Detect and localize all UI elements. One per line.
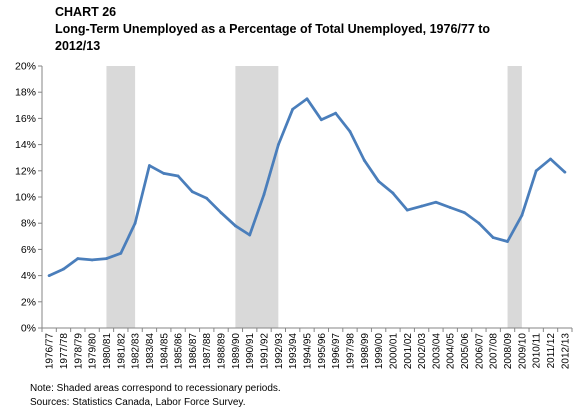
data-point <box>420 204 423 208</box>
x-tick-label: 1990/91 <box>245 333 256 370</box>
data-point <box>491 236 495 240</box>
x-tick-label: 1994/95 <box>303 333 314 370</box>
y-tick-label: 10% <box>15 192 36 204</box>
data-point <box>219 211 223 215</box>
x-tick-label: 2006/07 <box>474 333 485 370</box>
x-tick-label: 1995/96 <box>317 333 328 370</box>
data-point <box>133 221 137 225</box>
x-tick-label: 1987/88 <box>202 333 213 370</box>
x-tick-label: 2005/06 <box>460 333 471 370</box>
x-tick-label: 1998/99 <box>360 333 371 370</box>
x-tick-label: 1992/93 <box>274 333 285 370</box>
recession-shading-group <box>106 66 522 328</box>
data-point <box>205 196 209 200</box>
x-tick-label: 2010/11 <box>532 333 543 369</box>
data-point <box>549 157 552 161</box>
data-point <box>319 118 323 122</box>
x-tick-label: 2009/10 <box>517 333 528 370</box>
data-point <box>305 97 309 101</box>
y-tick-label: 12% <box>15 165 36 177</box>
data-point <box>506 240 509 243</box>
data-point <box>291 107 295 111</box>
chart-title: Long-Term Unemployed as a Percentage of … <box>55 22 491 53</box>
chart-header: CHART 26 Long-Term Unemployed as a Perce… <box>55 4 555 55</box>
data-point <box>76 257 80 260</box>
x-tick-label: 2002/03 <box>417 333 428 370</box>
data-point <box>90 258 94 262</box>
axes-group: 0% 2% 4% 6% 8% 10% 12% 14% 16% 18% 20% 1976/77 1977/… <box>15 61 573 370</box>
x-tick-label: 2001/02 <box>403 333 414 370</box>
x-tick-label: 1984/85 <box>159 333 170 370</box>
x-tick-label: 2007/08 <box>489 333 500 370</box>
data-point <box>148 164 151 167</box>
x-tick-label: 1982/83 <box>131 333 142 370</box>
data-point <box>62 267 65 271</box>
y-tick-label: 20% <box>15 61 36 73</box>
data-point <box>262 192 266 196</box>
recession-band-1 <box>106 66 136 328</box>
note-text: Note: Shaded areas correspond to recessi… <box>30 383 281 394</box>
y-tick-label: 4% <box>21 270 36 282</box>
y-tick-label: 14% <box>15 139 36 151</box>
data-point <box>334 111 338 115</box>
data-point <box>405 208 409 212</box>
chart-number: CHART 26 <box>55 5 117 19</box>
data-point <box>47 274 51 277</box>
data-point <box>162 172 166 175</box>
data-point <box>534 169 538 173</box>
data-point <box>176 174 180 178</box>
y-tick-label: 8% <box>21 218 36 230</box>
data-point <box>434 200 438 204</box>
x-tick-label: 1976/77 <box>45 333 56 370</box>
x-tick-label: 1979/80 <box>88 333 99 370</box>
x-tick-label: 2008/09 <box>503 333 514 370</box>
x-tick-label: 1989/90 <box>231 333 242 370</box>
x-tick-label: 1983/84 <box>145 333 156 370</box>
data-point <box>233 224 237 228</box>
data-point <box>391 191 395 195</box>
x-tick-label: 1980/81 <box>102 333 113 370</box>
y-tick-label: 16% <box>15 113 36 125</box>
x-tick-label: 1986/87 <box>188 333 199 370</box>
x-tick-label: 2003/04 <box>431 333 442 370</box>
x-tick-label: 1996/97 <box>331 333 342 370</box>
data-point <box>477 221 481 225</box>
data-point <box>348 130 352 133</box>
data-point <box>276 143 280 147</box>
data-point <box>377 179 381 183</box>
data-point <box>563 170 567 174</box>
data-point <box>520 213 524 217</box>
x-tick-label: 1997/98 <box>345 333 356 370</box>
recession-band-2 <box>235 66 279 328</box>
data-point <box>463 211 466 215</box>
x-tick-label: 2000/01 <box>388 333 399 370</box>
series-group <box>47 97 567 277</box>
x-tick-label: 1991/92 <box>260 333 271 370</box>
x-tick-label: 2012/13 <box>560 333 571 370</box>
source-text: Sources: Statistics Canada, Labor Force … <box>30 397 246 408</box>
x-tick-label: 2004/05 <box>446 333 457 370</box>
footnotes: Note: Shaded areas correspond to recessi… <box>30 382 281 410</box>
data-point <box>105 257 108 260</box>
y-tick-label: 2% <box>21 296 36 308</box>
data-point <box>119 251 123 255</box>
x-tick-label: 1988/89 <box>217 333 228 370</box>
x-tick-label: 1985/86 <box>174 333 185 370</box>
y-tick-label: 18% <box>15 87 36 99</box>
data-point <box>362 158 366 162</box>
x-tick-label: 1981/82 <box>116 333 127 370</box>
data-point <box>248 233 252 237</box>
x-tick-label: 1993/94 <box>288 333 299 370</box>
data-point <box>191 190 194 194</box>
y-tick-label: 6% <box>21 244 36 256</box>
x-tick-label: 2011/12 <box>546 333 557 369</box>
x-tick-label: 1977/78 <box>59 333 70 370</box>
data-point <box>448 206 452 209</box>
x-tick-label: 1978/79 <box>73 333 84 370</box>
y-tick-label: 0% <box>21 323 36 335</box>
x-tick-label: 1999/00 <box>374 333 385 370</box>
recession-band-3 <box>507 66 522 328</box>
